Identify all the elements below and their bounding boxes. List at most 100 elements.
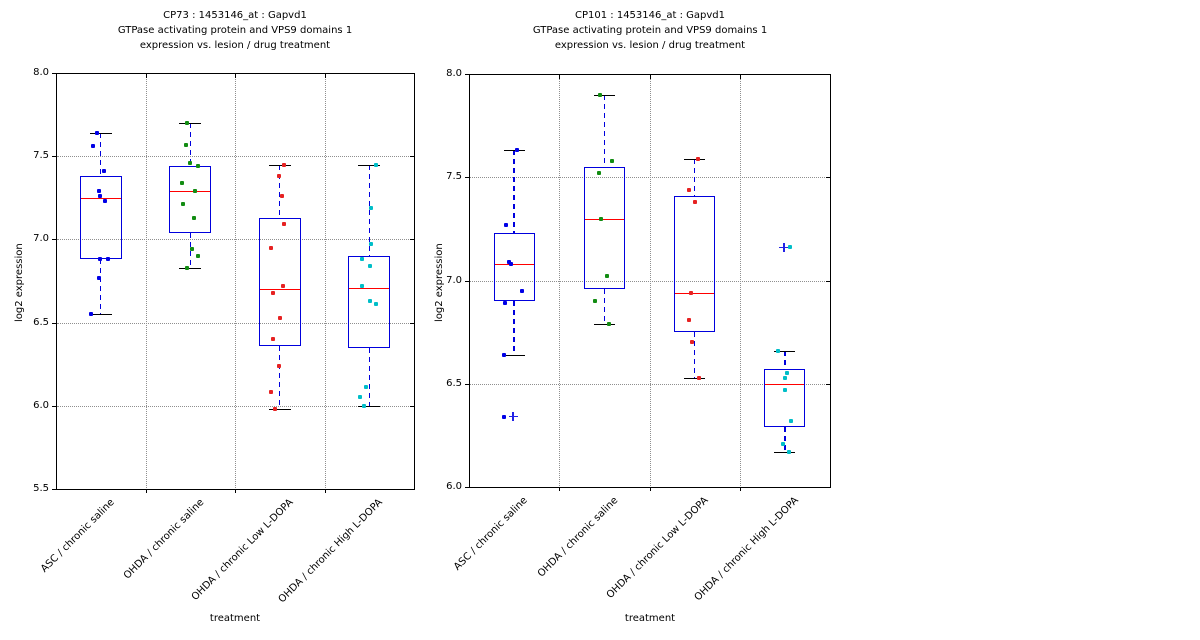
x-tick-mark: [649, 487, 651, 491]
x-tick-mark: [235, 74, 236, 78]
y-tick-mark: [465, 177, 469, 179]
whisker-cap-upper: [358, 164, 381, 166]
whisker-cap-lower: [774, 451, 796, 453]
y-tick-mark: [52, 156, 56, 158]
data-point: [192, 215, 197, 220]
whisker-cap-upper: [89, 132, 112, 134]
data-point: [362, 403, 367, 408]
whisker-cap-upper: [593, 94, 615, 96]
data-point: [181, 202, 186, 207]
data-point: [692, 200, 697, 205]
y-tick-mark: [826, 487, 830, 488]
whisker-cap-lower: [89, 314, 112, 316]
y-tick-label: 6.0: [446, 481, 462, 492]
y-tick-mark: [410, 405, 414, 407]
data-point: [190, 247, 195, 252]
data-point: [502, 352, 507, 357]
data-point: [787, 245, 792, 250]
flier-plus-icon: [783, 242, 785, 252]
data-point: [686, 187, 691, 192]
y-tick-mark: [410, 156, 414, 158]
median-line: [584, 218, 624, 220]
x-tick-mark: [739, 487, 741, 491]
data-point: [502, 414, 507, 419]
whisker-lower: [279, 345, 281, 410]
median-line: [259, 289, 300, 291]
box-iqr: [764, 369, 806, 428]
whisker-lower: [368, 347, 370, 406]
data-point: [599, 216, 604, 221]
gridline-vertical: [559, 75, 561, 486]
x-tick-mark: [559, 487, 561, 491]
data-point: [780, 441, 785, 446]
x-tick-mark: [559, 75, 561, 79]
box-iqr: [348, 256, 391, 348]
x-tick-label: OHDA / chronic saline: [535, 495, 621, 580]
whisker-cap-lower: [358, 405, 381, 407]
data-point: [786, 449, 791, 454]
gridline-vertical: [324, 74, 326, 488]
data-point: [184, 142, 189, 147]
data-point: [504, 222, 509, 227]
data-point: [593, 299, 598, 304]
y-tick-label: 6.5: [446, 377, 462, 389]
x-tick-label: OHDA / chronic Low L-DOPA: [604, 495, 711, 601]
y-tick-label: 6.0: [33, 399, 49, 411]
data-point: [277, 315, 282, 320]
data-point: [188, 160, 193, 165]
data-point: [688, 290, 693, 295]
data-point: [503, 301, 508, 306]
whisker-cap-lower: [503, 354, 525, 356]
data-point: [105, 257, 110, 262]
y-tick-mark: [52, 322, 56, 324]
data-point: [96, 275, 101, 280]
data-point: [358, 395, 363, 400]
data-point: [515, 148, 520, 153]
median-line: [765, 383, 805, 385]
box-iqr: [258, 217, 301, 346]
whisker-cap-upper: [684, 158, 706, 160]
y-tick-mark: [826, 383, 830, 385]
data-point: [88, 312, 93, 317]
data-point: [185, 265, 190, 270]
flier-plus-icon: [512, 412, 514, 422]
whisker-lower: [603, 288, 606, 324]
chart-title-line: GTPase activating protein and VPS9 domai…: [532, 25, 768, 36]
data-point: [784, 371, 789, 376]
whisker-upper: [279, 164, 281, 218]
whisker-cap-lower: [684, 377, 706, 379]
data-point: [268, 390, 273, 395]
data-point: [360, 283, 365, 288]
x-tick-mark: [649, 75, 651, 79]
data-point: [368, 264, 373, 269]
data-point: [196, 254, 201, 259]
data-point: [788, 418, 793, 423]
y-tick-label: 6.5: [33, 316, 49, 328]
whisker-cap-lower: [593, 323, 615, 325]
whisker-upper: [784, 350, 786, 370]
whisker-upper: [368, 164, 370, 257]
gridline-vertical: [649, 75, 651, 486]
whisker-lower: [189, 232, 191, 268]
box-iqr: [493, 233, 535, 302]
data-point: [90, 144, 95, 149]
chart-title-line: CP101 : 1453146_at : Gapvd1: [575, 10, 725, 21]
data-point: [96, 189, 101, 194]
y-tick-mark: [826, 74, 830, 75]
x-tick-label: OHDA / chronic High L-DOPA: [692, 495, 801, 604]
data-point: [279, 194, 284, 199]
y-tick-label: 7.0: [446, 274, 462, 286]
whisker-upper: [100, 132, 102, 177]
data-point: [597, 171, 602, 176]
data-point: [695, 156, 700, 161]
data-point: [775, 348, 780, 353]
x-axis-label-right: treatment: [624, 613, 676, 624]
y-tick-label: 7.0: [33, 233, 49, 245]
data-point: [696, 375, 701, 380]
y-tick-mark: [52, 405, 56, 407]
data-point: [369, 242, 374, 247]
whisker-upper: [603, 94, 606, 167]
whisker-lower: [513, 301, 515, 355]
